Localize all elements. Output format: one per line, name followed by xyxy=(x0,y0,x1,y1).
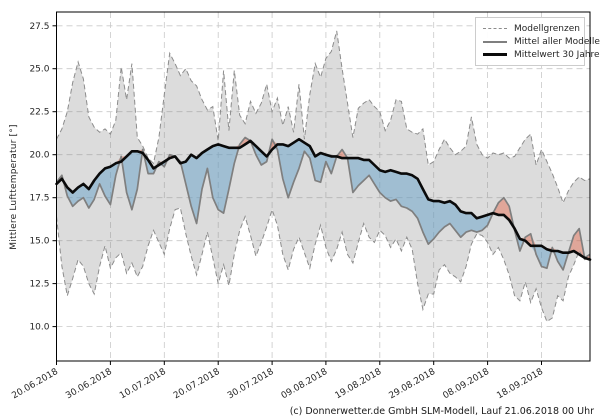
svg-text:18.09.2018: 18.09.2018 xyxy=(495,367,545,402)
svg-text:12.5: 12.5 xyxy=(29,280,49,290)
below-mean-fill xyxy=(56,139,590,270)
svg-text:27.5: 27.5 xyxy=(29,22,49,32)
black-line-swatch-icon xyxy=(483,53,507,56)
svg-text:10.0: 10.0 xyxy=(29,323,49,333)
axis-ticks xyxy=(52,25,542,365)
y-tick-labels: 27.5 25.0 22.5 20.0 17.5 15.0 12.5 10.0 xyxy=(29,22,49,333)
model-lower-bound-line xyxy=(56,207,591,323)
model-mean-line xyxy=(55,136,591,271)
plot-frame xyxy=(56,11,591,362)
svg-text:08.09.2018: 08.09.2018 xyxy=(441,367,491,402)
mean-30yr-line xyxy=(55,137,592,261)
x-tick-labels: 20.06.2018 30.06.2018 10.07.2018 20.07.2018… xyxy=(10,367,545,402)
svg-text:25.0: 25.0 xyxy=(29,65,49,75)
legend-item-label: Modellgrenzen xyxy=(514,23,580,34)
svg-text:20.0: 20.0 xyxy=(29,151,49,161)
grid-lines xyxy=(56,12,590,361)
y-axis-title: Mittlere Lufttemperatur [°] xyxy=(9,124,19,250)
legend-item-label: Mittelwert 30 Jahre xyxy=(514,49,600,60)
svg-text:22.5: 22.5 xyxy=(29,108,49,118)
legend-item-label: Mittel aller Modelle xyxy=(514,36,600,47)
svg-text:20.07.2018: 20.07.2018 xyxy=(172,367,222,402)
svg-text:17.5: 17.5 xyxy=(29,194,49,204)
copyright-caption: (c) Donnerwetter.de GmbH SLM-Modell, Lau… xyxy=(289,406,594,417)
legend-item-model-bounds: Modellgrenzen xyxy=(483,22,580,35)
svg-text:10.07.2018: 10.07.2018 xyxy=(118,367,168,402)
legend-item-model-mean: Mittel aller Modelle xyxy=(483,35,600,48)
svg-text:19.08.2018: 19.08.2018 xyxy=(334,367,384,402)
svg-text:30.06.2018: 30.06.2018 xyxy=(64,367,114,402)
legend-item-30yr-mean: Mittelwert 30 Jahre xyxy=(483,48,600,61)
svg-text:09.08.2018: 09.08.2018 xyxy=(280,367,330,402)
svg-text:30.07.2018: 30.07.2018 xyxy=(226,367,276,402)
svg-text:15.0: 15.0 xyxy=(29,237,49,247)
gray-line-swatch-icon xyxy=(483,40,507,43)
dashed-line-swatch-icon xyxy=(483,28,507,29)
model-upper-bound-line xyxy=(56,30,591,205)
legend: Modellgrenzen Mittel aller Modelle Mitte… xyxy=(475,17,600,66)
svg-text:29.08.2018: 29.08.2018 xyxy=(388,367,438,402)
svg-text:20.06.2018: 20.06.2018 xyxy=(10,367,60,402)
